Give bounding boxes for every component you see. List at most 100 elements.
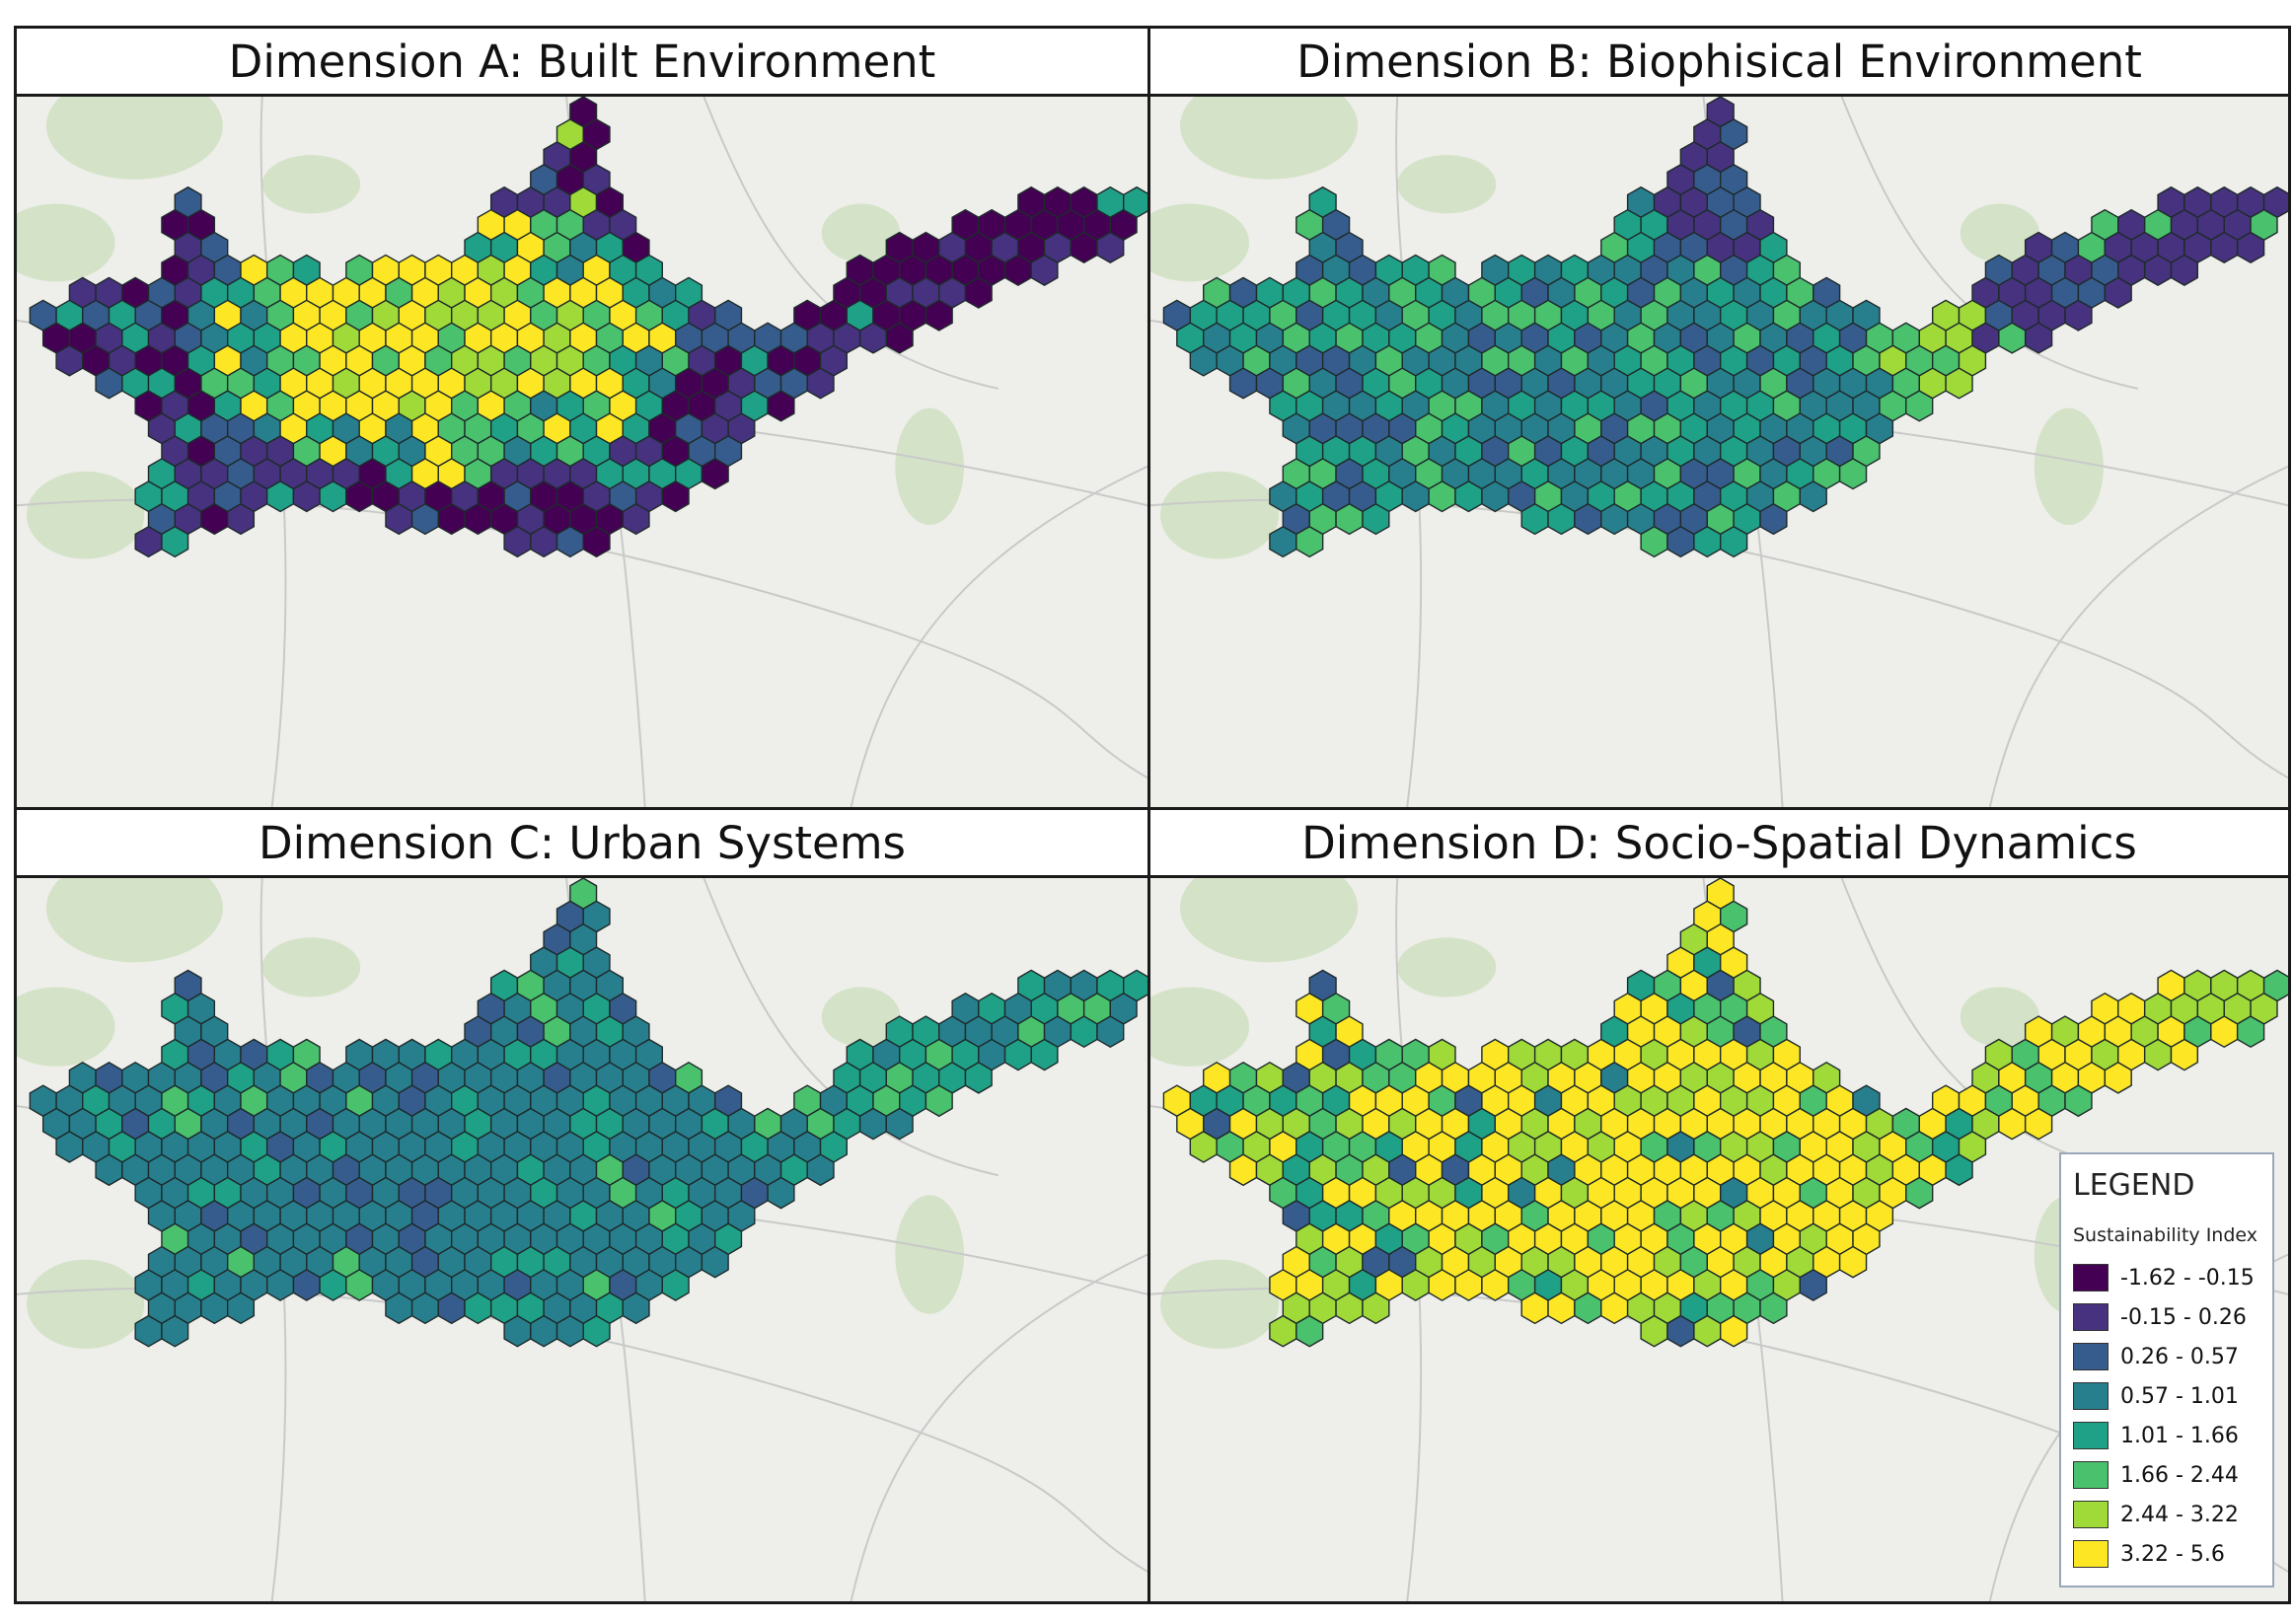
hex-cell xyxy=(1945,367,1973,400)
legend-item: -1.62 - -0.15 xyxy=(2073,1258,2260,1297)
hex-cell xyxy=(767,1176,795,1210)
map-svg xyxy=(17,878,1147,1601)
hex-cell xyxy=(1905,1176,1934,1210)
basemap-road xyxy=(1840,97,2139,390)
hex-cell xyxy=(661,1269,690,1301)
basemap-green-area xyxy=(895,1195,964,1314)
panel-dimension-c: Dimension C: Urban Systems xyxy=(14,807,1150,1604)
basemap-green-area xyxy=(26,471,145,559)
hex-cell xyxy=(1838,458,1868,490)
panel-dimension-a: Dimension A: Built Environment xyxy=(14,26,1150,810)
hex-cell xyxy=(925,299,953,332)
hex-grid xyxy=(1162,878,2288,1348)
map-svg xyxy=(17,97,1147,807)
basemap-green-area xyxy=(895,407,964,525)
basemap-green-area xyxy=(1180,878,1359,963)
hex-grid xyxy=(29,878,1147,1348)
hex-cell xyxy=(2104,1061,2132,1094)
hex-cell xyxy=(555,525,584,558)
legend-label: 0.57 - 1.01 xyxy=(2120,1383,2239,1409)
hex-cell xyxy=(161,525,189,558)
basemap-green-area xyxy=(1160,1259,1280,1349)
hex-cell xyxy=(1096,1015,1125,1049)
hex-cell xyxy=(1838,1245,1868,1279)
hex-cell xyxy=(2024,322,2053,354)
hex-cell xyxy=(964,276,993,309)
panel-title: Dimension B: Biophisical Environment xyxy=(1150,29,2288,97)
hex-cell xyxy=(161,1314,189,1348)
legend-swatch xyxy=(2073,1501,2109,1528)
hex-cell xyxy=(2064,299,2093,332)
hex-cell xyxy=(1905,390,1934,422)
legend-item: 0.57 - 1.01 xyxy=(2073,1376,2260,1416)
basemap-green-area xyxy=(17,987,115,1067)
hex-cell xyxy=(622,1292,650,1325)
hex-cell xyxy=(767,390,795,422)
map-svg xyxy=(1150,97,2288,807)
map-area[interactable] xyxy=(17,97,1147,807)
legend-swatch xyxy=(2073,1382,2109,1410)
legend-item: 1.01 - 1.66 xyxy=(2073,1416,2260,1455)
hex-cell xyxy=(1759,502,1788,536)
hex-cell xyxy=(582,1314,611,1348)
map-area[interactable] xyxy=(17,878,1147,1601)
hex-cell xyxy=(1362,502,1390,536)
legend-label: -1.62 - -0.15 xyxy=(2120,1265,2255,1291)
legend-swatch xyxy=(2073,1343,2109,1370)
hex-cell xyxy=(226,1292,256,1325)
panel-dimension-b: Dimension B: Biophisical Environment xyxy=(1147,26,2291,810)
hex-cell xyxy=(2236,1015,2265,1049)
legend-item: -0.15 - 0.26 xyxy=(2073,1297,2260,1337)
basemap-green-area xyxy=(1160,471,1280,559)
map-area[interactable]: LEGEND Sustainability Index -1.62 - -0.1… xyxy=(1150,878,2288,1601)
hex-cell xyxy=(806,367,835,400)
basemap-green-area xyxy=(45,97,223,180)
hex-cell xyxy=(1096,231,1125,263)
hex-cell xyxy=(701,458,729,490)
hex-cell xyxy=(226,502,256,536)
hex-cell xyxy=(885,322,914,354)
legend-item: 3.22 - 5.6 xyxy=(2073,1534,2260,1574)
basemap-green-area xyxy=(261,155,361,214)
hex-cell xyxy=(2024,1107,2053,1141)
basemap-green-area xyxy=(2034,407,2104,525)
hex-cell xyxy=(2064,1084,2093,1118)
hex-cell xyxy=(1759,1292,1788,1325)
legend-item: 1.66 - 2.44 xyxy=(2073,1455,2260,1495)
hex-cell xyxy=(582,525,611,558)
basemap-green-area xyxy=(17,203,115,282)
map-area[interactable] xyxy=(1150,97,2288,807)
panel-title: Dimension A: Built Environment xyxy=(17,29,1147,97)
hex-cell xyxy=(1799,1269,1827,1301)
hex-cell xyxy=(1362,1292,1390,1325)
panel-title: Dimension D: Socio-Spatial Dynamics xyxy=(1150,810,2288,878)
hex-cell xyxy=(1945,1153,1973,1187)
basemap-road xyxy=(850,1253,1147,1601)
basemap-green-area xyxy=(1397,155,1497,214)
hex-cell xyxy=(1799,480,1827,513)
hex-cell xyxy=(1720,1314,1748,1348)
legend-swatch xyxy=(2073,1422,2109,1449)
basemap-green-area xyxy=(821,203,901,262)
legend-label: 1.66 - 2.44 xyxy=(2120,1462,2239,1488)
hex-grid xyxy=(29,97,1147,558)
basemap-road xyxy=(703,878,999,1177)
basemap-green-area xyxy=(1397,937,1497,997)
legend-item: 2.44 - 3.22 xyxy=(2073,1495,2260,1534)
basemap-green-area xyxy=(1960,987,2039,1047)
basemap-green-area xyxy=(821,987,901,1047)
hex-cell xyxy=(2170,1038,2199,1071)
basemap-green-area xyxy=(1150,987,1250,1067)
legend-item: 0.26 - 0.57 xyxy=(2073,1337,2260,1376)
legend-subtitle: Sustainability Index xyxy=(2073,1224,2257,1246)
basemap-green-area xyxy=(45,878,223,963)
panel-title: Dimension C: Urban Systems xyxy=(17,810,1147,878)
hex-cell xyxy=(2170,254,2199,286)
legend-swatch xyxy=(2073,1540,2109,1568)
legend-items: -1.62 - -0.15 -0.15 - 0.26 0.26 - 0.57 0… xyxy=(2073,1258,2260,1574)
hex-cell xyxy=(503,525,532,558)
hex-cell xyxy=(885,1107,914,1141)
legend-swatch xyxy=(2073,1303,2109,1331)
hex-cell xyxy=(925,1084,953,1118)
hex-cell xyxy=(1030,254,1059,286)
